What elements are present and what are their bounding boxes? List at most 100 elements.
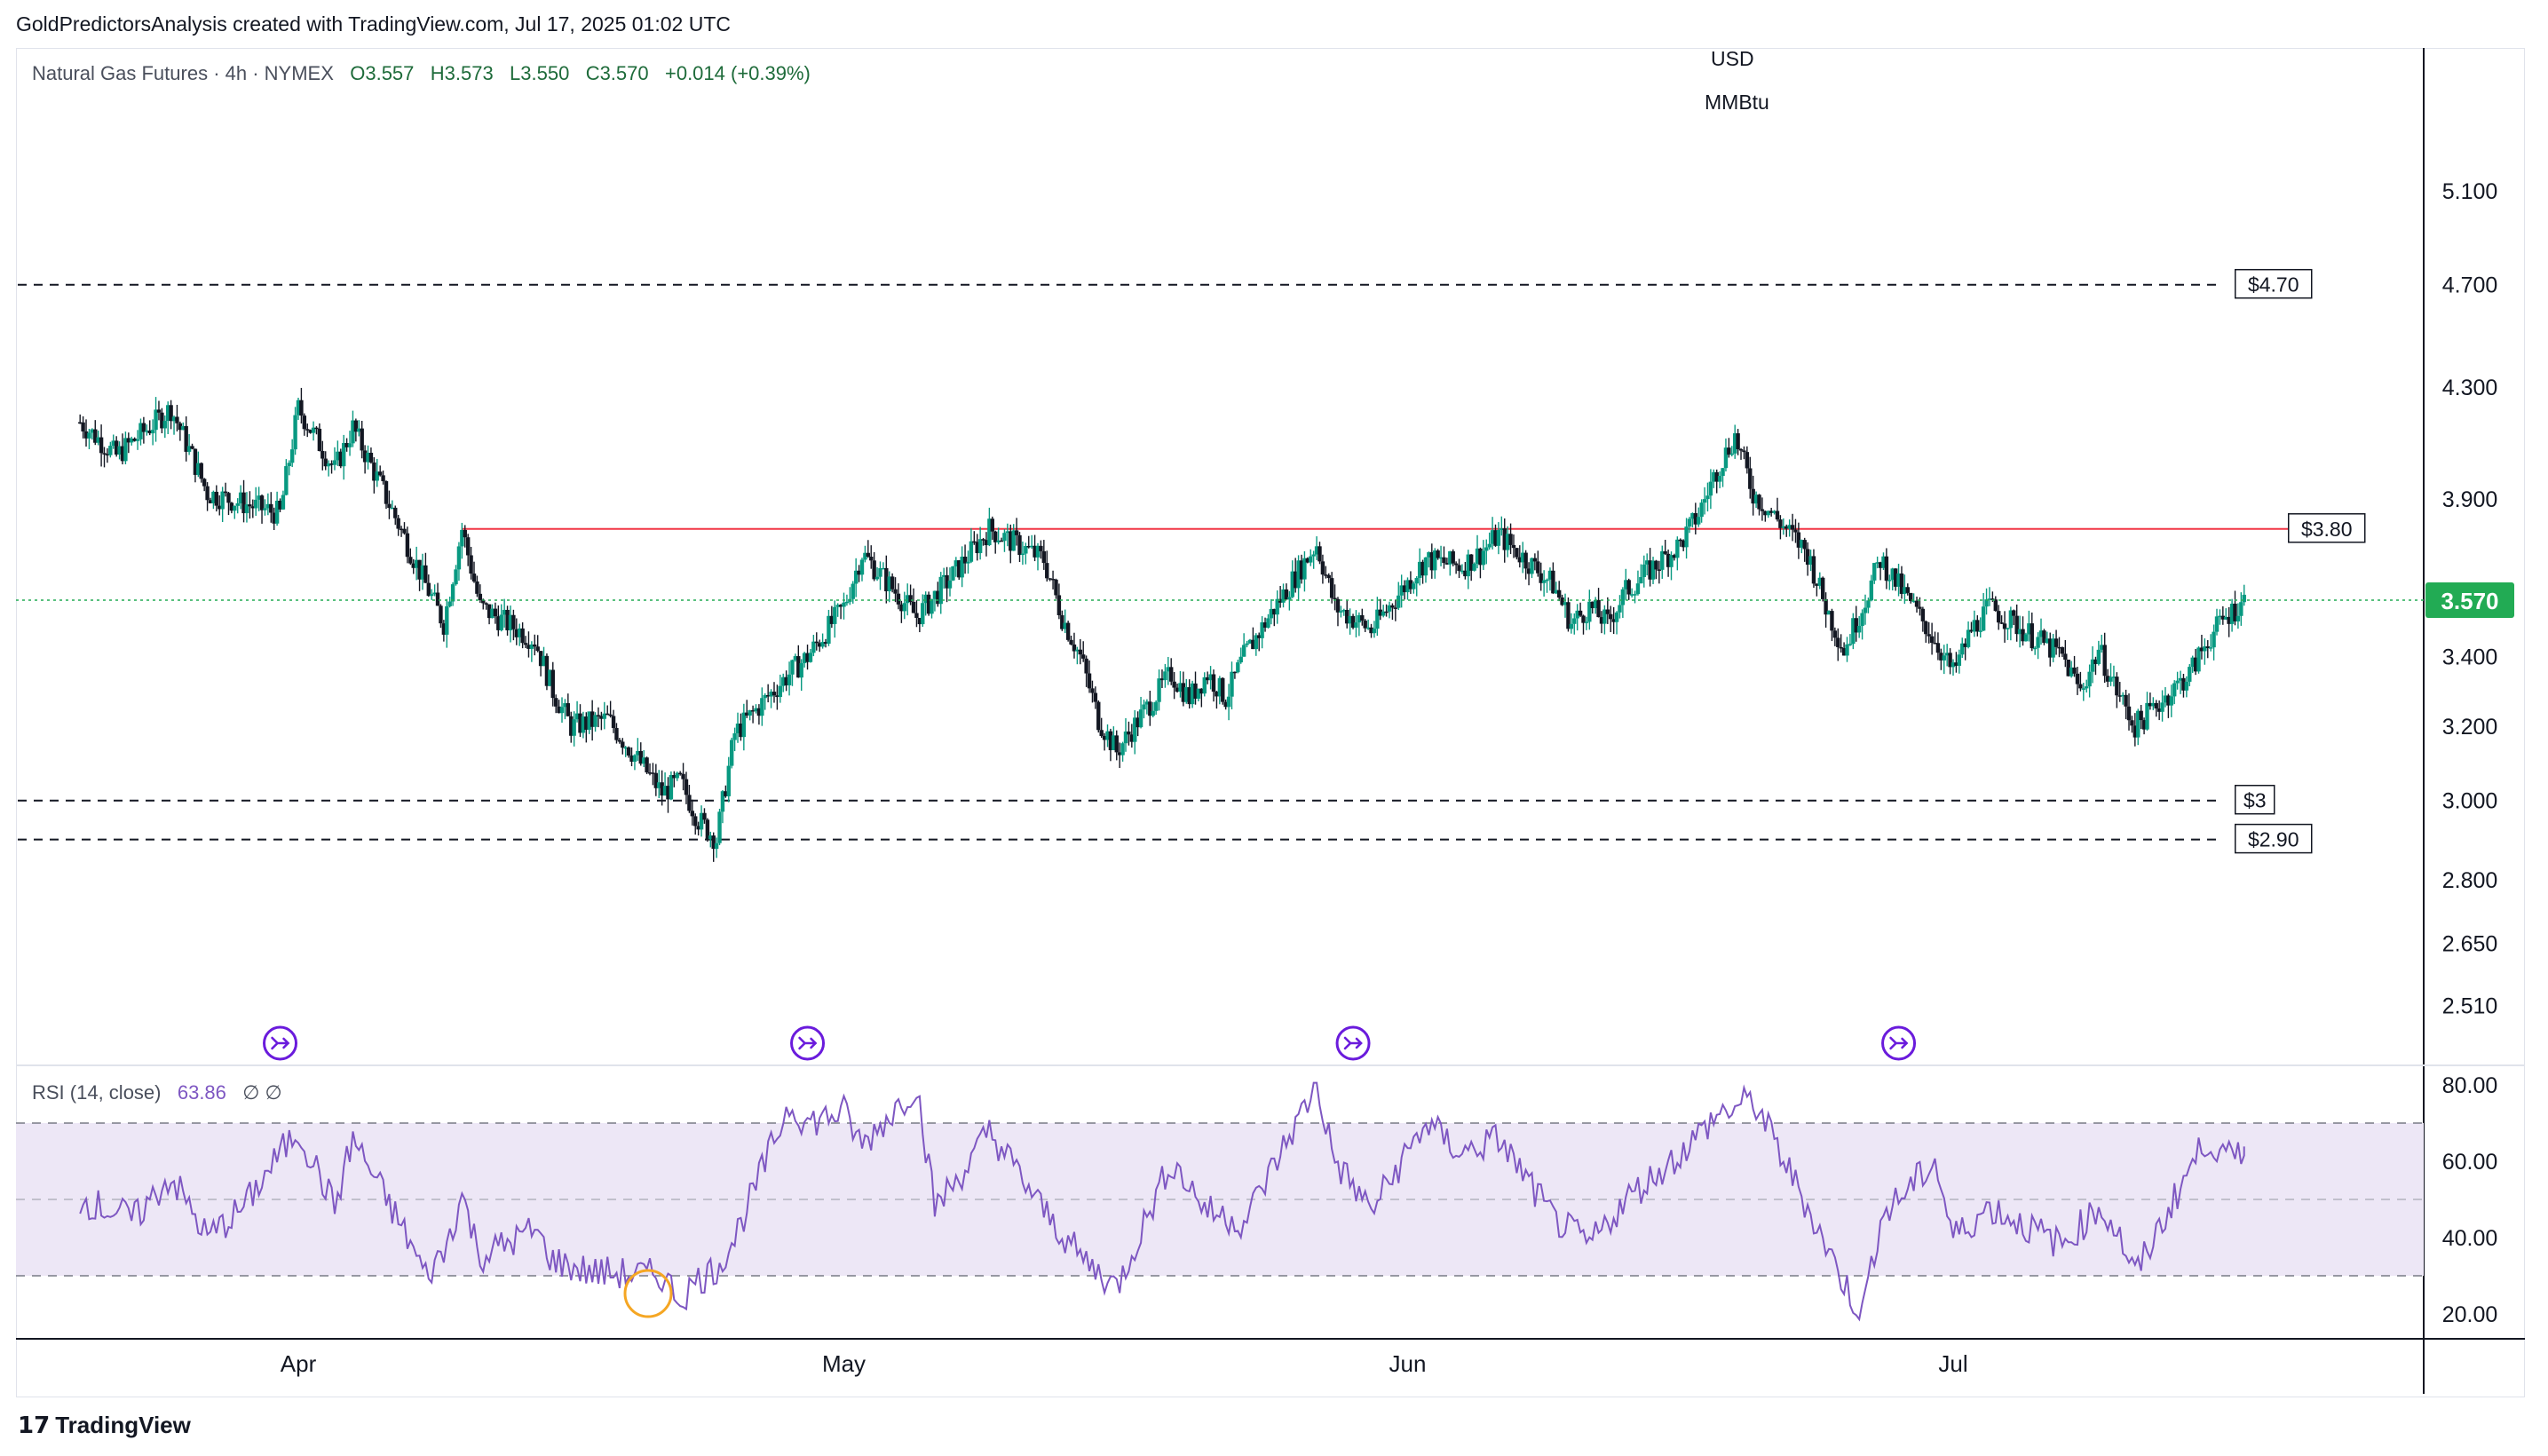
candle-body <box>2045 638 2050 644</box>
candle-body <box>1633 594 1637 596</box>
symbol-legend[interactable]: Natural Gas Futures · 4h · NYMEX O3.557 … <box>32 62 811 85</box>
candle-body <box>1278 598 1283 603</box>
candle-body <box>787 674 792 685</box>
candle-body <box>617 740 622 742</box>
event-markers[interactable] <box>263 1025 1917 1061</box>
tradingview-mark-icon: 𝟭𝟳 <box>18 1412 51 1438</box>
candle-body <box>1784 526 1789 529</box>
candle-body <box>2085 686 2089 689</box>
currency-label[interactable]: USD <box>1711 47 1754 70</box>
candle-body <box>745 712 749 716</box>
candle-body <box>1997 611 2001 623</box>
candle-body <box>1081 654 1086 659</box>
candle-body <box>2148 702 2153 707</box>
candle-body <box>1984 599 1989 607</box>
candle-body <box>1050 578 1056 581</box>
unit-label[interactable]: MMBtu <box>1705 91 1769 114</box>
candle-body <box>1272 608 1277 615</box>
candle-body <box>332 460 337 465</box>
rsi-line[interactable] <box>79 1081 2245 1322</box>
candle-body <box>1990 598 1995 600</box>
candle-body <box>2053 638 2059 647</box>
candle-body <box>1481 550 1486 566</box>
candle-body <box>1136 717 1140 728</box>
candle-body <box>632 755 637 762</box>
key-levels[interactable]: $4.70 $3.80 $3 $2.90 <box>18 268 2366 854</box>
candle-body <box>951 566 955 581</box>
candle-body <box>714 843 719 850</box>
candle-body <box>1241 645 1246 657</box>
candle-body <box>499 614 503 630</box>
candle-body <box>1496 529 1501 546</box>
candle-body <box>1678 539 1682 542</box>
candle-body <box>914 613 919 618</box>
candle-body <box>496 616 501 630</box>
candle-body <box>1500 528 1504 530</box>
event-marker-icon[interactable] <box>263 1025 298 1061</box>
candle-body <box>739 723 743 738</box>
candle-body <box>1663 550 1667 554</box>
candle-body <box>1693 513 1698 525</box>
candle-body <box>756 708 762 716</box>
candle-body <box>614 727 619 740</box>
level-label-box <box>2287 513 2366 543</box>
candle-body <box>599 716 604 719</box>
candle-body <box>162 421 167 429</box>
candle-body <box>338 451 343 467</box>
event-marker-icon[interactable] <box>1335 1025 1371 1061</box>
candle-body <box>357 428 361 432</box>
candle-body <box>1397 595 1401 608</box>
candle-body <box>693 816 698 827</box>
candle-body <box>533 644 537 647</box>
candle-body <box>108 446 113 455</box>
candle-body <box>302 415 307 430</box>
candle-body <box>608 714 613 716</box>
candle-body <box>487 604 492 619</box>
candle-body <box>863 552 867 560</box>
candle-body <box>1072 644 1077 652</box>
event-marker-icon[interactable] <box>790 1025 826 1061</box>
candle-body <box>677 772 683 775</box>
candle-body <box>2188 667 2192 682</box>
candle-body <box>1560 597 1564 605</box>
candle-body <box>853 570 859 584</box>
candle-body <box>1144 701 1150 705</box>
candle-body <box>1245 643 1249 645</box>
event-marker-icon[interactable] <box>1881 1025 1917 1061</box>
rsi-tick-label: 80.00 <box>2442 1073 2498 1098</box>
rsi-legend[interactable]: RSI (14, close) 63.86 ∅ ∅ <box>32 1081 282 1104</box>
candle-body <box>1457 565 1461 572</box>
tradingview-logo[interactable]: 𝟭𝟳 TradingView <box>18 1412 191 1439</box>
candle-body <box>368 452 374 463</box>
candle-body <box>320 450 325 459</box>
candle-body <box>1035 545 1041 558</box>
candle-body <box>2224 616 2228 620</box>
candle-body <box>941 574 946 577</box>
candle-body <box>1721 468 1725 477</box>
candle-body <box>1102 735 1107 740</box>
price-tick-label: 4.300 <box>2442 376 2498 400</box>
candle-body <box>784 677 788 685</box>
candle-body <box>975 542 979 554</box>
candle-body <box>887 576 891 591</box>
candle-body <box>1309 556 1313 563</box>
candle-body <box>1223 701 1228 708</box>
candle-body <box>2130 720 2134 726</box>
rsi-series[interactable] <box>79 1081 2245 1322</box>
candle-body <box>1438 557 1444 559</box>
candle-body <box>696 826 700 830</box>
candle-body <box>99 437 104 454</box>
candle-body <box>1599 617 1604 624</box>
candle-body <box>699 812 704 830</box>
candles[interactable] <box>77 387 2246 862</box>
candle-body <box>962 557 968 564</box>
candle-body <box>1196 688 1201 699</box>
candle-body <box>923 594 928 604</box>
candle-body <box>1769 510 1774 513</box>
candle-body <box>1957 654 1962 666</box>
candle-body <box>1618 605 1622 613</box>
candle-body <box>2012 610 2016 616</box>
candle-body <box>426 582 431 597</box>
candle-body <box>351 420 355 444</box>
